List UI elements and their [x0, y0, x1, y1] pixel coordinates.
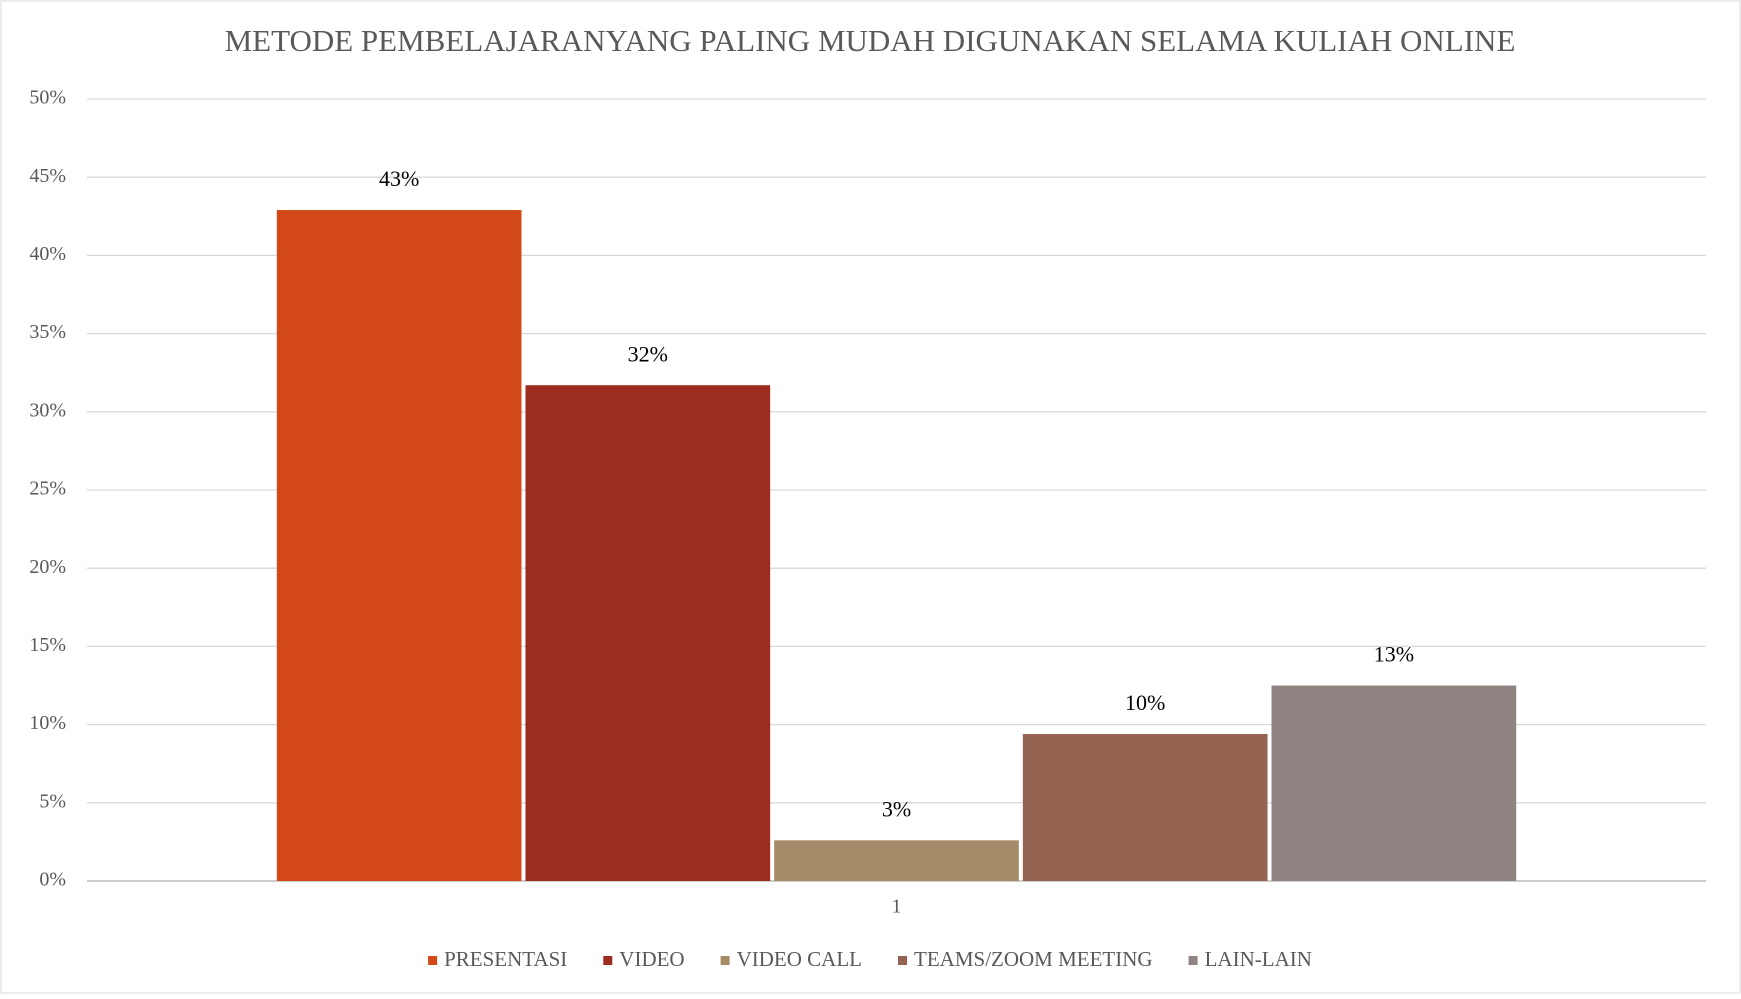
legend-label: LAIN-LAIN [1205, 947, 1312, 971]
y-tick-label: 35% [29, 321, 66, 343]
data-label: 10% [1125, 690, 1165, 715]
legend-swatch [428, 956, 438, 965]
chart-title: METODE PEMBELAJARANYANG PALING MUDAH DIG… [225, 23, 1516, 58]
data-label: 3% [882, 796, 911, 821]
x-tick-label: 1 [892, 896, 902, 918]
data-label: 43% [379, 166, 419, 191]
y-tick-label: 45% [29, 165, 66, 187]
bar [1271, 685, 1517, 881]
y-tick-label: 40% [29, 243, 66, 265]
legend-label: TEAMS/ZOOM MEETING [914, 947, 1153, 971]
legend-swatch [898, 956, 908, 965]
legend-swatch [1188, 956, 1198, 965]
data-label: 32% [628, 341, 668, 366]
bar [774, 840, 1019, 881]
bar [276, 210, 522, 881]
legend-swatch [720, 956, 730, 965]
y-tick-label: 15% [29, 634, 66, 656]
y-tick-label: 5% [39, 790, 66, 812]
legend-label: VIDEO CALL [737, 947, 862, 971]
legend-swatch [603, 956, 613, 965]
bar [1022, 733, 1268, 881]
legend-label: PRESENTASI [444, 947, 567, 971]
y-tick-label: 25% [29, 478, 66, 500]
y-tick-label: 30% [29, 399, 66, 421]
y-tick-label: 20% [29, 556, 66, 578]
y-tick-label: 0% [39, 869, 66, 891]
legend-label: VIDEO [619, 947, 684, 971]
data-label: 13% [1374, 642, 1414, 667]
y-tick-label: 50% [29, 87, 66, 109]
bar [525, 385, 771, 881]
y-tick-label: 10% [29, 712, 66, 734]
